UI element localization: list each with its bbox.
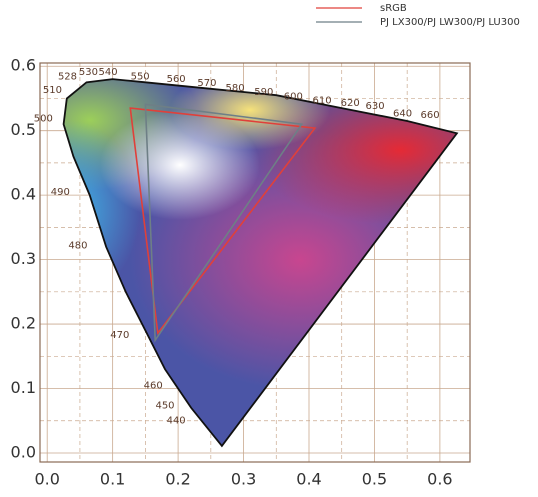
wavelength-label: 620	[341, 98, 360, 109]
wavelength-label: 510	[43, 85, 62, 96]
wavelength-label: 570	[197, 78, 216, 89]
x-tick-label: 0.0	[34, 470, 59, 489]
x-tick-label: 0.2	[165, 470, 190, 489]
wavelength-label: 530	[79, 67, 98, 78]
wavelength-label: 660	[421, 110, 440, 121]
wavelength-label: 600	[284, 92, 303, 103]
y-tick-label: 0.3	[11, 249, 36, 268]
wavelength-label: 580	[225, 83, 244, 94]
x-tick-label: 0.1	[100, 470, 125, 489]
y-tick-label: 0.6	[11, 56, 36, 75]
x-tick-label: 0.5	[362, 470, 387, 489]
wavelength-label: 470	[110, 330, 129, 341]
plot-frame	[39, 62, 471, 463]
gamut-triangle	[144, 103, 304, 343]
legend-label: PJ LX300/PJ LW300/PJ LU300	[380, 17, 520, 28]
x-tick-label: 0.3	[231, 470, 256, 489]
wavelength-label: 490	[51, 187, 70, 198]
y-tick-label: 0.1	[11, 378, 36, 397]
y-tick-label: 0.4	[11, 185, 36, 204]
wavelength-label: 610	[313, 95, 332, 106]
y-tick-label: 0.2	[11, 314, 36, 333]
y-tick-label: 0.0	[11, 442, 36, 461]
wavelength-label: 560	[167, 74, 186, 85]
spectral-locus	[62, 78, 459, 448]
wavelength-label: 500	[34, 113, 53, 124]
wavelength-label: 630	[366, 101, 385, 112]
y-tick-label: 0.5	[11, 120, 36, 139]
wavelength-label: 480	[68, 240, 87, 251]
wavelength-label: 550	[131, 72, 150, 83]
wavelength-label: 460	[144, 380, 163, 391]
gamut-triangle	[129, 107, 317, 336]
x-tick-label: 0.4	[296, 470, 321, 489]
wavelength-label: 640	[393, 108, 412, 119]
x-tick-label: 0.6	[427, 470, 452, 489]
wavelength-label: 590	[254, 87, 273, 98]
wavelength-label: 450	[155, 400, 174, 411]
wavelength-label: 540	[99, 67, 118, 78]
legend-label: sRGB	[380, 3, 407, 14]
wavelength-label: 440	[167, 416, 186, 427]
wavelength-label: 528	[58, 72, 77, 83]
